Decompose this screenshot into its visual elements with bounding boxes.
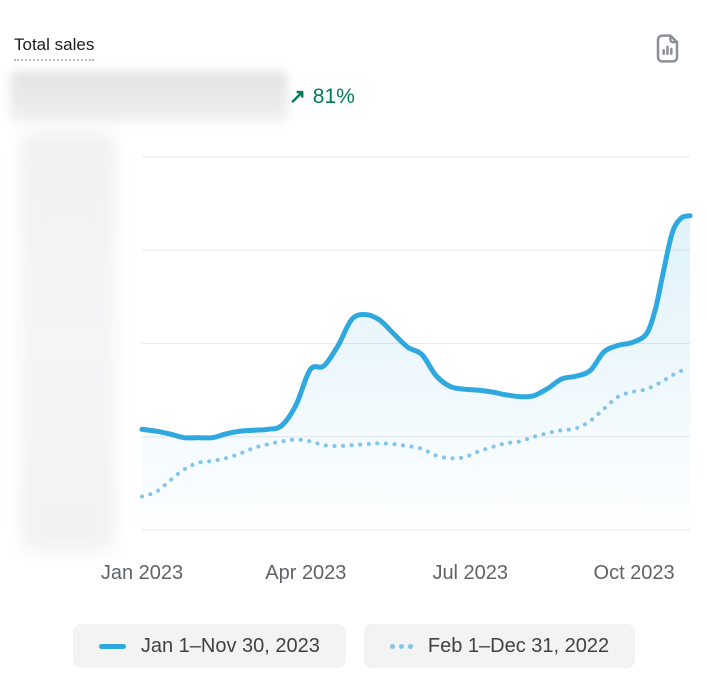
report-file-icon — [654, 33, 681, 63]
dotted-line-marker-icon — [389, 643, 413, 649]
view-report-button[interactable] — [650, 31, 684, 65]
x-tick-jul-2023: Jul 2023 — [432, 562, 509, 584]
trend-up-arrow-icon: ↗ — [289, 86, 306, 108]
x-tick-apr-2023: Apr 2023 — [265, 562, 347, 584]
chart-legend: Jan 1–Nov 30, 2023 Feb 1–Dec 31, 2022 — [0, 624, 708, 668]
legend-item-previous-period: Feb 1–Dec 31, 2022 — [363, 624, 636, 668]
total-sales-title[interactable]: Total sales — [14, 35, 95, 61]
x-tick-oct-2023: Oct 2023 — [593, 562, 675, 584]
change-percent: 81% — [312, 84, 355, 108]
x-tick-jan-2023: Jan 2023 — [100, 562, 184, 584]
total-sales-line-chart[interactable] — [0, 0, 708, 610]
blurred-y-axis-labels — [20, 130, 116, 552]
legend-label-previous: Feb 1–Dec 31, 2022 — [427, 634, 610, 657]
blurred-total-value — [10, 71, 288, 122]
legend-label-current: Jan 1–Nov 30, 2023 — [140, 634, 320, 657]
chart-series — [139, 213, 693, 530]
change-badge: ↗ 81% — [289, 84, 355, 109]
page-title[interactable]: Total sales — [14, 34, 95, 61]
solid-line-marker-icon — [98, 643, 126, 649]
legend-item-current-period: Jan 1–Nov 30, 2023 — [72, 624, 346, 668]
